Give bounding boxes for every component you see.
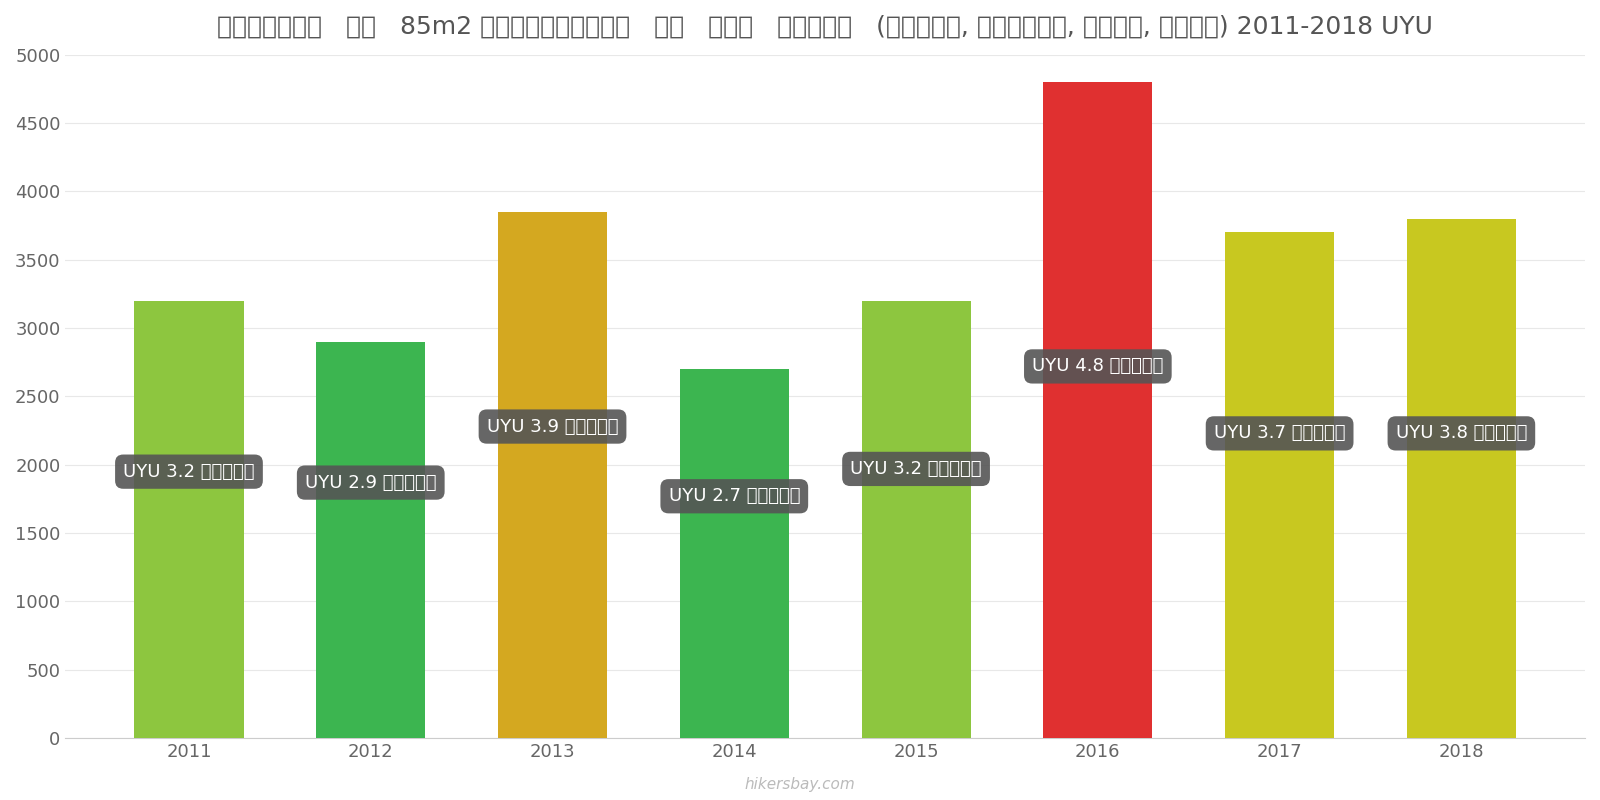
Bar [861, 301, 971, 738]
Bar [317, 342, 426, 738]
Bar [680, 369, 789, 738]
Bar [1406, 219, 1515, 738]
Text: hikersbay.com: hikersbay.com [744, 777, 856, 792]
Bar [1226, 233, 1334, 738]
Text: UYU 3.8 हज़ार: UYU 3.8 हज़ार [1395, 424, 1526, 442]
Text: UYU 3.2 हज़ार: UYU 3.2 हज़ार [850, 460, 982, 478]
Bar [1043, 82, 1152, 738]
Text: UYU 2.7 हज़ार: UYU 2.7 हज़ार [669, 487, 800, 506]
Text: UYU 3.9 हज़ार: UYU 3.9 हज़ार [486, 418, 618, 435]
Title: उरुग्वे   एक   85m2 अपार्टमेंट   के   लिए   शुल्क   (बिजली, हीटिंग, पानी, कचरा) : उरुग्वे एक 85m2 अपार्टमेंट के लिए शुल्क … [218, 15, 1434, 39]
Text: UYU 2.9 हज़ार: UYU 2.9 हज़ार [306, 474, 437, 491]
Bar [134, 301, 243, 738]
Bar [498, 212, 606, 738]
Text: UYU 3.2 हज़ार: UYU 3.2 हज़ार [123, 462, 254, 481]
Text: UYU 3.7 हज़ार: UYU 3.7 हज़ार [1214, 424, 1346, 442]
Text: UYU 4.8 हज़ार: UYU 4.8 हज़ार [1032, 358, 1163, 375]
